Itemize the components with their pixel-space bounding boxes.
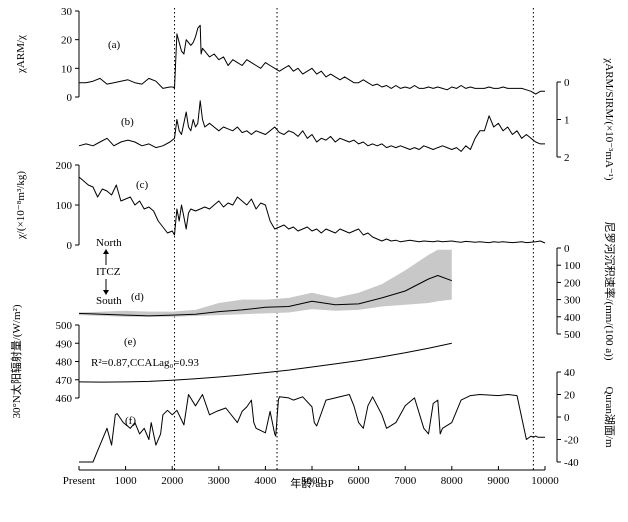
x-tick-label: 4000 xyxy=(254,475,277,487)
y-axis-title-d: 尼罗河沉积速率/(mm/(100 a)) xyxy=(603,221,617,360)
y-tick-label-d: 300 xyxy=(564,295,581,307)
y-tick-label-c: 0 xyxy=(67,240,73,252)
uncertainty-band-d xyxy=(79,249,452,317)
y-tick-label-d: 200 xyxy=(564,277,581,289)
y-tick-label-b: 1 xyxy=(564,115,570,127)
y-tick-label-a: 10 xyxy=(61,63,73,75)
south-arrowhead xyxy=(103,290,109,295)
x-axis-title: 年龄/aBP xyxy=(290,476,333,490)
y-tick-label-e: 500 xyxy=(56,320,73,332)
x-tick-label: 5000 xyxy=(301,475,324,487)
y-tick-label-e: 470 xyxy=(56,375,73,387)
south-label: South xyxy=(96,295,122,307)
y-tick-label-d: 0 xyxy=(564,243,570,255)
y-tick-label-e: 490 xyxy=(56,338,73,350)
x-tick-label: 10000 xyxy=(531,475,559,487)
x-tick-label: 7000 xyxy=(394,475,417,487)
x-tick-label: 1000 xyxy=(115,475,138,487)
x-tick-label: Present xyxy=(63,475,95,487)
panel-tag-a: (a) xyxy=(108,39,121,51)
y-tick-label-c: 100 xyxy=(56,200,73,212)
y-tick-label-f: 40 xyxy=(564,367,576,379)
y-axis-title-a: χARM/χ xyxy=(15,35,27,74)
x-tick-label: 3000 xyxy=(208,475,231,487)
itcz-label: ITCZ xyxy=(96,266,121,278)
y-tick-label-f: -40 xyxy=(564,457,579,469)
panel-tag-b: (b) xyxy=(121,116,134,128)
y-tick-label-b: 0 xyxy=(564,77,570,89)
y-tick-label-c: 200 xyxy=(56,160,73,172)
north-arrowhead xyxy=(103,249,109,254)
y-tick-label-d: 400 xyxy=(564,312,581,324)
y-axis-title-c: χ/(×10⁻⁸m³/kg) xyxy=(15,171,27,240)
y-tick-label-f: -20 xyxy=(564,435,579,447)
panel-tag-e: (e) xyxy=(124,336,137,348)
y-tick-label-b: 2 xyxy=(564,152,570,164)
y-tick-label-d: 500 xyxy=(564,329,581,341)
x-tick-label: 6000 xyxy=(348,475,371,487)
y-tick-label-a: 30 xyxy=(61,6,73,18)
y-tick-label-f: 0 xyxy=(564,412,570,424)
y-axis-title-b: χARM/SIRM/(×10⁻³mA⁻¹) xyxy=(603,57,615,181)
y-tick-label-f: 20 xyxy=(564,390,576,402)
series-line-f xyxy=(79,394,545,463)
y-axis-title-e: 30°N太阳辐射量/(W/m²) xyxy=(9,304,23,418)
y-tick-label-a: 20 xyxy=(61,35,73,47)
y-tick-label-d: 100 xyxy=(564,260,581,272)
y-tick-label-a: 0 xyxy=(67,92,73,104)
x-tick-label: 2000 xyxy=(161,475,184,487)
series-line-d xyxy=(78,275,452,317)
regression-annotation: R²=0.87,CCALag₀=0.93 xyxy=(91,357,199,369)
x-tick-label: 9000 xyxy=(487,475,510,487)
y-tick-label-e: 460 xyxy=(56,393,73,405)
panel-tag-f: (f) xyxy=(125,415,136,427)
series-line-a xyxy=(79,24,545,95)
series-line-e xyxy=(78,342,452,383)
series-line-c xyxy=(78,176,546,244)
panel-tag-d: (d) xyxy=(131,291,144,303)
panel-tag-c: (c) xyxy=(136,179,149,191)
series-line-b xyxy=(78,100,545,152)
y-tick-label-e: 480 xyxy=(56,357,73,369)
y-axis-title-f: Quran湖面/m xyxy=(603,386,616,448)
north-label: North xyxy=(96,237,122,249)
x-tick-label: 8000 xyxy=(441,475,464,487)
